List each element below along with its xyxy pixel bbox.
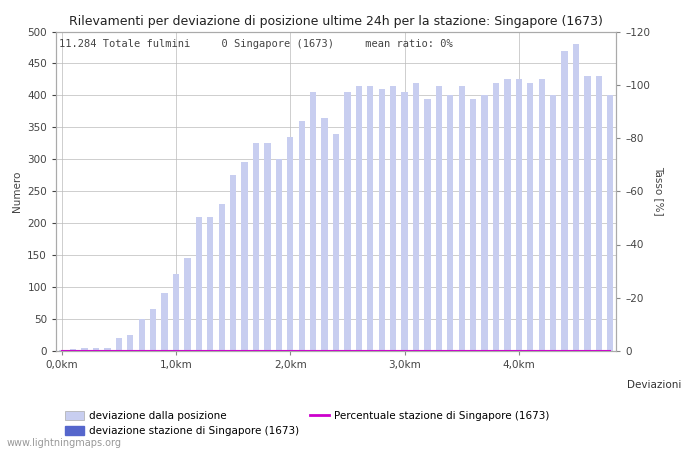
Bar — [401, 92, 407, 351]
Bar — [116, 338, 122, 351]
Bar — [70, 349, 76, 351]
Bar — [573, 44, 579, 351]
Bar — [127, 335, 134, 351]
Bar — [390, 86, 396, 351]
Bar — [333, 134, 339, 351]
Bar — [310, 92, 316, 351]
Bar — [435, 86, 442, 351]
Y-axis label: Numero: Numero — [12, 171, 22, 212]
Bar — [162, 293, 168, 351]
Bar — [516, 79, 522, 351]
Bar — [550, 95, 556, 351]
Text: www.lightningmaps.org: www.lightningmaps.org — [7, 438, 122, 448]
Legend: deviazione dalla posizione, deviazione stazione di Singapore (1673), Percentuale: deviazione dalla posizione, deviazione s… — [61, 407, 554, 440]
Bar — [93, 348, 99, 351]
Bar — [344, 92, 351, 351]
Bar — [321, 118, 328, 351]
Bar — [458, 86, 465, 351]
Bar — [447, 95, 454, 351]
Bar — [367, 86, 373, 351]
Bar — [276, 159, 282, 351]
Bar — [493, 83, 499, 351]
Bar — [287, 137, 293, 351]
Bar — [527, 83, 533, 351]
Bar — [299, 121, 305, 351]
Bar — [139, 319, 145, 351]
Bar — [230, 176, 237, 351]
Bar — [241, 162, 248, 351]
Bar — [81, 348, 88, 351]
Bar — [538, 79, 545, 351]
Bar — [265, 143, 271, 351]
Bar — [356, 86, 362, 351]
Bar — [207, 217, 214, 351]
Title: Rilevamenti per deviazione di posizione ultime 24h per la stazione: Singapore (1: Rilevamenti per deviazione di posizione … — [69, 14, 603, 27]
Bar — [218, 204, 225, 351]
Bar — [482, 95, 488, 351]
Bar — [379, 89, 385, 351]
Bar — [413, 83, 419, 351]
Bar — [253, 143, 259, 351]
Bar — [196, 217, 202, 351]
Y-axis label: Tasso [%]: Tasso [%] — [654, 166, 664, 216]
Bar — [59, 350, 65, 351]
Bar — [470, 99, 476, 351]
Bar — [504, 79, 510, 351]
Bar — [184, 258, 190, 351]
Text: 11.284 Totale fulmini     0 Singapore (1673)     mean ratio: 0%: 11.284 Totale fulmini 0 Singapore (1673)… — [59, 40, 452, 50]
Bar — [584, 76, 591, 351]
Bar — [104, 348, 111, 351]
Bar — [173, 274, 179, 351]
Bar — [607, 95, 613, 351]
Text: Deviazioni: Deviazioni — [626, 380, 681, 390]
Bar — [561, 51, 568, 351]
Bar — [150, 310, 156, 351]
Bar — [424, 99, 430, 351]
Bar — [596, 76, 602, 351]
